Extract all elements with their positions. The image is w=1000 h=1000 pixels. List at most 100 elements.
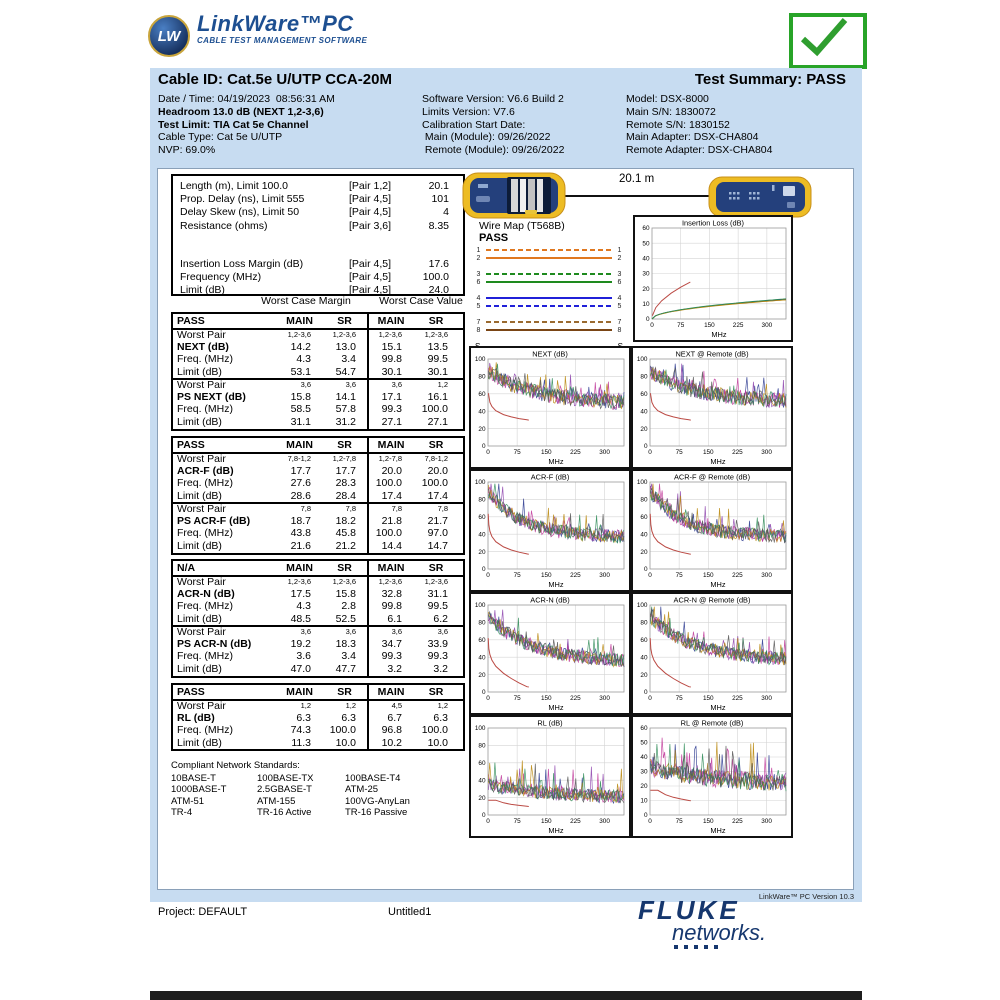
value-cell: 4,5	[367, 701, 413, 712]
svg-text:ACR-F @ Remote (dB): ACR-F @ Remote (dB)	[674, 473, 750, 482]
table-block: Worst Pair 1,2-3,6 1,2-3,6 1,2-3,6 1,2-3,6 AC…	[173, 576, 463, 626]
info-line: Main S/N: 1830072	[626, 105, 716, 118]
row-label: Freq. (MHz)	[177, 353, 233, 366]
value-cell: 17.7	[290, 464, 311, 477]
value-cell: 21.7	[427, 514, 448, 527]
standards-row: TR-4 TR-16 Active TR-16 Passive	[171, 807, 410, 819]
svg-text:20: 20	[640, 549, 648, 556]
svg-text:300: 300	[599, 818, 610, 825]
value-cell: 3,6	[367, 380, 413, 391]
value-cell: 52.5	[335, 612, 356, 625]
column-header: SR	[337, 439, 352, 451]
table-row: Freq. (MHz) 4.3 2.8 99.8 99.5	[173, 600, 463, 613]
svg-text:225: 225	[733, 322, 744, 329]
svg-text:225: 225	[570, 449, 581, 456]
svg-text:0: 0	[482, 812, 486, 819]
column-header: SR	[428, 562, 444, 574]
svg-text:50: 50	[640, 740, 648, 747]
row-label: Limit (dB)	[177, 539, 222, 552]
worst-case-value-header: Worst Case Value	[379, 295, 463, 307]
lw-logo-icon: LW	[148, 15, 190, 57]
tester-devices-graphic	[462, 172, 812, 219]
pin-number-left: 3	[476, 270, 481, 278]
svg-text:40: 40	[640, 754, 648, 761]
chart-next: NEXT (dB) 0 20 40 60 80 100 0 75 150 225 300 MHz	[469, 346, 631, 469]
measurement-value: 4	[443, 206, 449, 219]
value-cell: 3.2	[433, 662, 448, 675]
svg-text:40: 40	[640, 654, 648, 661]
svg-text:60: 60	[640, 514, 648, 521]
value-cell: 10.0	[335, 736, 356, 749]
svg-text:300: 300	[761, 572, 772, 579]
column-header: MAIN	[367, 438, 413, 452]
row-label: Worst Pair	[177, 576, 226, 588]
chart-acrn: ACR-N (dB) 0 20 40 60 80 100 0 75 150 225 300 MHz	[469, 592, 631, 715]
table-block: Worst Pair 3,6 3,6 3,6 3,6 PS ACR-N (dB) 19.2 1…	[173, 625, 463, 676]
value-cell: 1,2-3,6	[332, 577, 356, 586]
fluke-logo-dots	[674, 945, 818, 949]
svg-text:0: 0	[650, 322, 654, 329]
value-cell: 3,6	[367, 627, 413, 638]
measurement-row: Prop. Delay (ns), Limit 555 [Pair 4,5] 101	[173, 193, 463, 206]
value-cell: 99.3	[367, 650, 413, 663]
svg-text:80: 80	[640, 497, 648, 504]
table-row: Freq. (MHz) 74.3 100.0 96.8 100.0	[173, 724, 463, 737]
value-cell: 100.0	[329, 724, 356, 737]
test-summary: Test Summary: PASS	[694, 71, 846, 88]
svg-text:0: 0	[482, 689, 486, 696]
svg-text:60: 60	[642, 225, 650, 232]
table-block: Worst Pair 1,2-3,6 1,2-3,6 1,2-3,6 1,2-3,6 NE…	[173, 330, 463, 379]
svg-text:150: 150	[703, 572, 714, 579]
svg-text:300: 300	[761, 695, 772, 702]
chart-rl-remote: RL @ Remote (dB) 0 10 20 30 40 50 60 0 75 150 225 30…	[631, 715, 793, 838]
pass-checkbox	[789, 13, 867, 69]
status-cell: N/A	[177, 562, 196, 574]
standards-title: Compliant Network Standards:	[171, 760, 300, 771]
measurement-label: Prop. Delay (ns), Limit 555	[180, 193, 305, 206]
svg-text:300: 300	[761, 449, 772, 456]
column-header: MAIN	[367, 561, 413, 575]
svg-text:100: 100	[637, 602, 648, 609]
value-cell: 32.8	[367, 587, 413, 601]
row-label: ACR-F (dB)	[177, 464, 234, 477]
wire-map-title: Wire Map (T568B)	[479, 220, 565, 232]
value-cell: 1,2-7,8	[332, 454, 356, 463]
value-cell: 99.3	[427, 650, 448, 663]
svg-text:NEXT @ Remote (dB): NEXT @ Remote (dB)	[675, 350, 748, 359]
worst-case-margin-header: Worst Case Margin	[261, 295, 351, 307]
value-cell: 99.3	[367, 403, 413, 416]
pin-number-right: 7	[617, 318, 622, 326]
standard-name: ATM-155	[257, 795, 296, 807]
compliant-standards: Compliant Network Standards: 10BASE-T 100…	[171, 760, 410, 819]
chart-acrn-remote: ACR-N @ Remote (dB) 0 20 40 60 80 100 0 75 150 225…	[631, 592, 793, 715]
value-cell: 15.8	[290, 390, 311, 403]
measurement-row: Frequency (MHz) [Pair 4,5] 100.0	[173, 271, 463, 284]
measurement-label: Frequency (MHz)	[180, 271, 262, 284]
row-label: NEXT (dB)	[177, 340, 229, 353]
measurement-value: 20.1	[428, 180, 449, 192]
standards-row: 10BASE-T 100BASE-TX 100BASE-T4	[171, 773, 410, 785]
chart-next-remote: NEXT @ Remote (dB) 0 20 40 60 80 100 0 75 150 225 3…	[631, 346, 793, 469]
svg-text:75: 75	[514, 449, 522, 456]
value-cell: 57.8	[335, 403, 356, 416]
svg-text:0: 0	[648, 818, 652, 825]
svg-text:150: 150	[703, 695, 714, 702]
standard-name: 100VG-AnyLan	[345, 795, 410, 807]
svg-text:225: 225	[570, 818, 581, 825]
column-header: MAIN	[286, 315, 313, 327]
row-label: Worst Pair	[177, 700, 226, 712]
value-cell: 74.3	[290, 724, 311, 737]
row-label: Freq. (MHz)	[177, 724, 233, 737]
measurement-value: 8.35	[428, 219, 449, 232]
svg-text:MHz: MHz	[548, 826, 563, 835]
table-row: Freq. (MHz) 43.8 45.8 100.0 97.0	[173, 527, 463, 540]
svg-text:10: 10	[640, 798, 648, 805]
svg-text:0: 0	[646, 316, 650, 323]
svg-text:300: 300	[599, 449, 610, 456]
value-cell: 3,6	[437, 627, 448, 637]
